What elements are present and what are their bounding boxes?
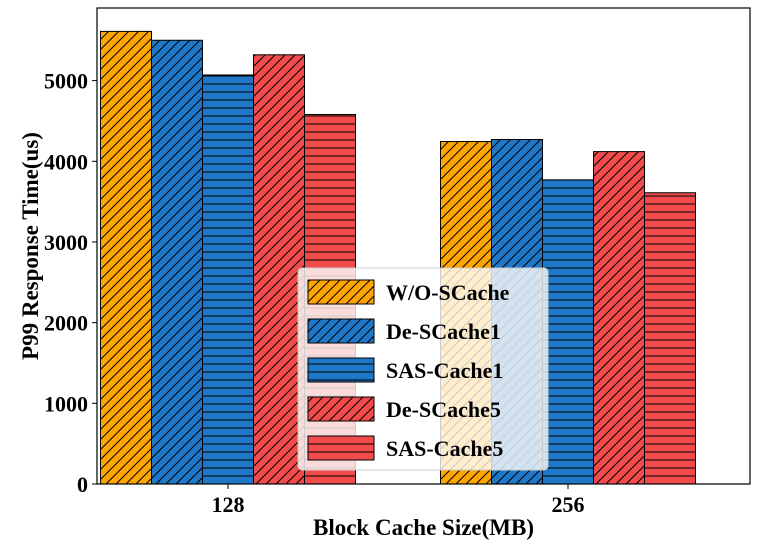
- bar-sas-cache5-256: [644, 192, 696, 485]
- x-tick-label-128: 128: [212, 492, 245, 517]
- legend-item-de-scache1: De-SCache1: [307, 318, 501, 344]
- legend-swatch-sas-cache1: [307, 357, 375, 383]
- y-tick-label-1000: 1000: [44, 391, 88, 416]
- bar-w-o-scache-128: [100, 30, 152, 485]
- legend-label-de-scache1: De-SCache1: [386, 319, 501, 344]
- legend-swatch-w-o-scache: [307, 279, 375, 305]
- y-tick-label-0: 0: [77, 472, 88, 497]
- legend-item-sas-cache1: SAS-Cache1: [307, 357, 503, 383]
- legend-label-sas-cache5: SAS-Cache5: [386, 436, 503, 461]
- legend-item-de-scache5: De-SCache5: [307, 396, 501, 422]
- legend-label-sas-cache1: SAS-Cache1: [386, 358, 503, 383]
- y-tick-label-5000: 5000: [44, 69, 88, 94]
- x-tick-label-256: 256: [552, 492, 585, 517]
- y-tick-label-4000: 4000: [44, 149, 88, 174]
- legend-item-sas-cache5: SAS-Cache5: [307, 435, 503, 461]
- plot-frame: [96, 7, 751, 485]
- y-tick-label-2000: 2000: [44, 311, 88, 336]
- x-axis: 128 256: [212, 484, 585, 517]
- legend-label-w-o-scache: W/O-SCache: [386, 280, 510, 305]
- bar-sas-cache1-256: [542, 179, 594, 485]
- x-axis-title: Block Cache Size(MB): [313, 515, 534, 540]
- bar-de-scache1-128: [151, 39, 203, 485]
- bar-de-scache5-128: [253, 54, 305, 485]
- legend-item-w-o-scache: W/O-SCache: [307, 279, 510, 305]
- y-axis: 0 1000 2000 3000 4000 5000: [44, 69, 97, 497]
- legend-swatch-de-scache1: [307, 318, 375, 344]
- y-axis-title: P99 Response Time(us): [18, 132, 43, 360]
- legend-swatch-sas-cache5: [307, 435, 375, 461]
- legend-label-de-scache5: De-SCache5: [386, 397, 501, 422]
- y-tick-label-3000: 3000: [44, 230, 88, 255]
- legend-swatch-de-scache5: [307, 396, 375, 422]
- bar-sas-cache1-128: [202, 74, 254, 485]
- legend: W/O-SCache De-SCache1 SAS-Cache1 De-SCache5…: [297, 267, 549, 471]
- bar-de-scache5-256: [593, 151, 645, 485]
